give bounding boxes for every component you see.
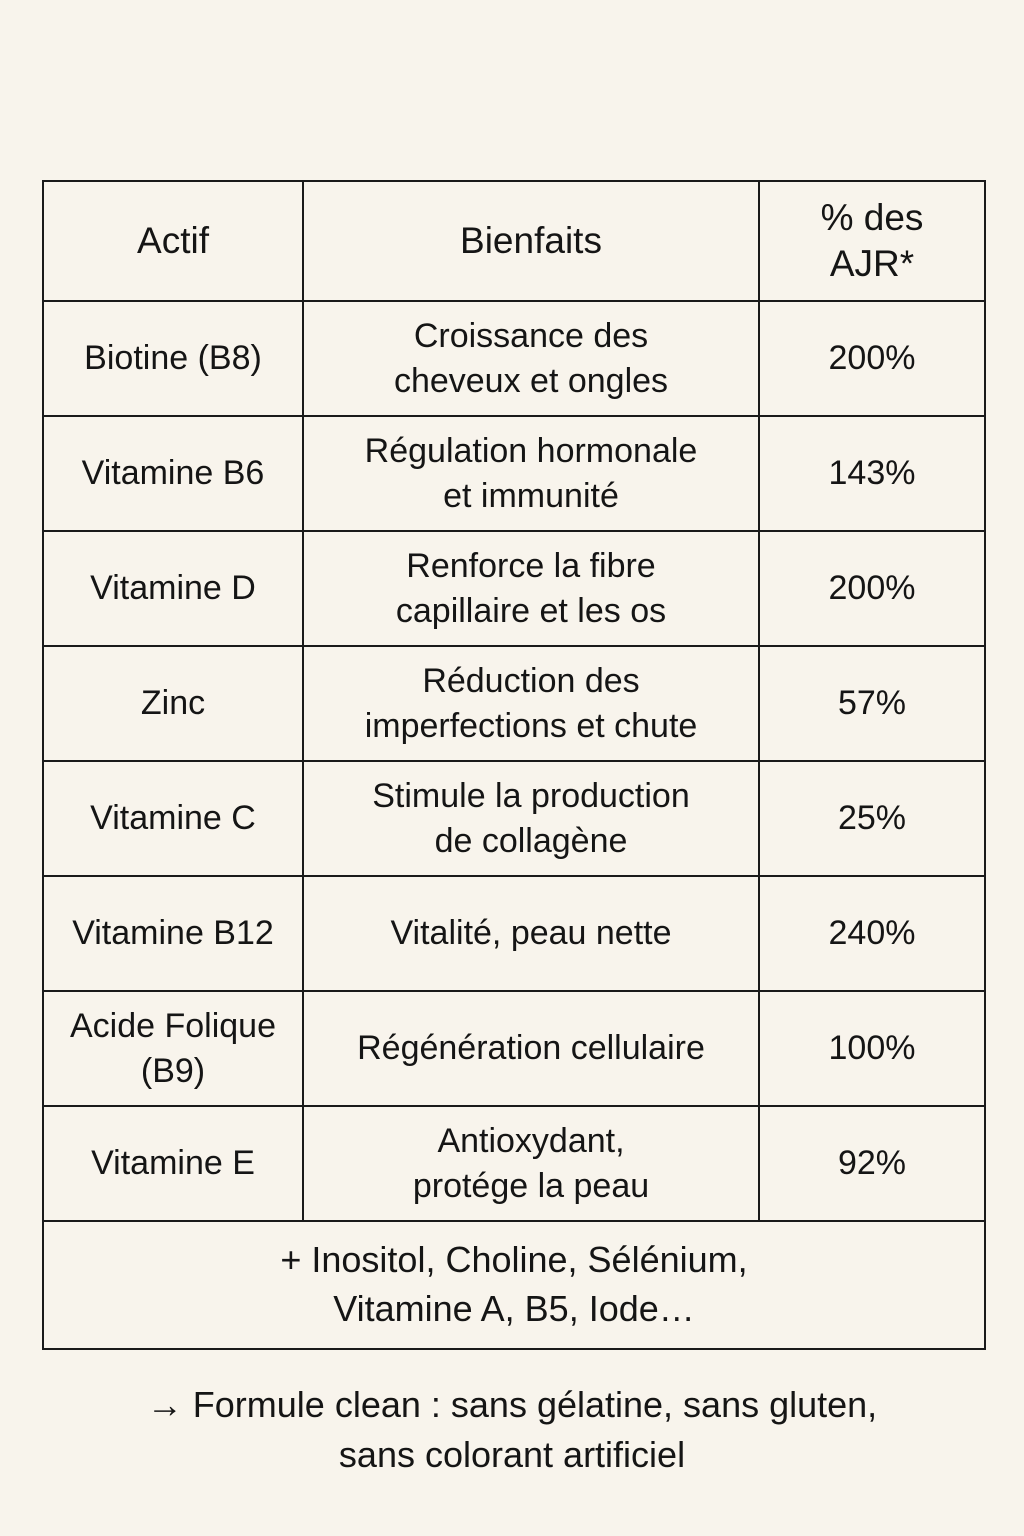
ajr-cell: 25% [758, 760, 986, 877]
table-row: Vitamine D Renforce la fibre capillaire … [42, 530, 986, 647]
benefit-cell: Vitalité, peau nette [302, 875, 760, 992]
clean-formula-note-line2: sans colorant artificiel [338, 1434, 686, 1476]
clean-formula-note-line1: → Formule clean : sans gélatine, sans gl… [146, 1384, 878, 1425]
ajr-cell: 200% [758, 530, 986, 647]
ajr-cell: 143% [758, 415, 986, 532]
ajr-cell: 240% [758, 875, 986, 992]
table-row: Vitamine B6 Régulation hormonale et immu… [42, 415, 986, 532]
benefit-cell: Stimule la production de collagène [302, 760, 760, 877]
table-row: Biotine (B8) Croissance des cheveux et o… [42, 300, 986, 417]
ajr-cell: 100% [758, 990, 986, 1107]
benefit-cell: Régénération cellulaire [302, 990, 760, 1107]
actif-cell: Vitamine B6 [42, 415, 304, 532]
additional-actives-cell: + Inositol, Choline, Sélénium, Vitamine … [42, 1220, 986, 1350]
benefit-cell: Renforce la fibre capillaire et les os [302, 530, 760, 647]
actif-cell: Zinc [42, 645, 304, 762]
table-row: Vitamine B12 Vitalité, peau nette 240% [42, 875, 986, 992]
benefit-cell: Régulation hormonale et immunité [302, 415, 760, 532]
clean-formula-note: → Formule clean : sans gélatine, sans gl… [0, 1380, 1024, 1481]
actif-cell: Biotine (B8) [42, 300, 304, 417]
header-bienfaits: Bienfaits [302, 180, 760, 302]
benefit-cell: Réduction des imperfections et chute [302, 645, 760, 762]
ajr-cell: 200% [758, 300, 986, 417]
ajr-cell: 57% [758, 645, 986, 762]
table-header-row: Actif Bienfaits % des AJR* [42, 180, 986, 302]
header-ajr: % des AJR* [758, 180, 986, 302]
table-row: Zinc Réduction des imperfections et chut… [42, 645, 986, 762]
table-row: Vitamine E Antioxydant, protége la peau … [42, 1105, 986, 1222]
benefit-cell: Croissance des cheveux et ongles [302, 300, 760, 417]
actives-benefits-table: Actif Bienfaits % des AJR* Biotine (B8) … [42, 180, 986, 1350]
table-footer-row: + Inositol, Choline, Sélénium, Vitamine … [42, 1220, 986, 1350]
actif-cell: Vitamine E [42, 1105, 304, 1222]
actif-cell: Vitamine D [42, 530, 304, 647]
table-row: Vitamine C Stimule la production de coll… [42, 760, 986, 877]
actif-cell: Acide Folique (B9) [42, 990, 304, 1107]
header-actif: Actif [42, 180, 304, 302]
table-row: Acide Folique (B9) Régénération cellulai… [42, 990, 986, 1107]
actif-cell: Vitamine C [42, 760, 304, 877]
ajr-cell: 92% [758, 1105, 986, 1222]
actif-cell: Vitamine B12 [42, 875, 304, 992]
benefit-cell: Antioxydant, protége la peau [302, 1105, 760, 1222]
